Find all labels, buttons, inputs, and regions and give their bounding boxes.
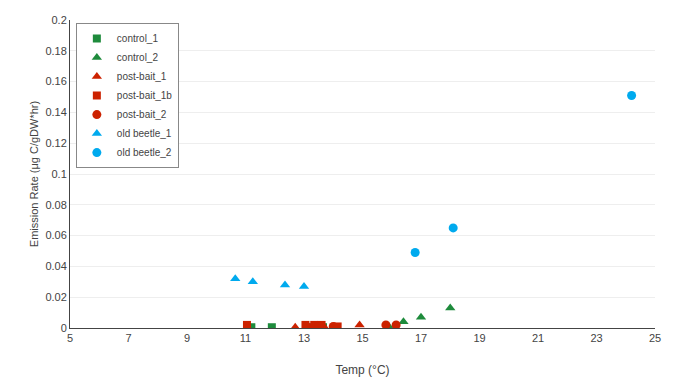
svg-text:0.14: 0.14 [45, 106, 66, 118]
svg-text:post-bait_1: post-bait_1 [117, 71, 167, 82]
svg-text:0.02: 0.02 [45, 291, 66, 303]
svg-text:old beetle_1: old beetle_1 [117, 128, 172, 139]
svg-text:0.06: 0.06 [45, 229, 66, 241]
svg-text:0.18: 0.18 [45, 45, 66, 57]
svg-text:0.12: 0.12 [45, 137, 66, 149]
svg-text:5: 5 [67, 332, 73, 344]
svg-text:old beetle_2: old beetle_2 [117, 147, 172, 158]
svg-text:17: 17 [415, 332, 427, 344]
svg-text:19: 19 [473, 332, 485, 344]
svg-text:9: 9 [184, 332, 190, 344]
svg-text:0.1: 0.1 [52, 168, 67, 180]
svg-text:13: 13 [298, 332, 310, 344]
svg-text:25: 25 [649, 332, 661, 344]
svg-text:11: 11 [240, 332, 251, 344]
svg-text:0.04: 0.04 [45, 260, 66, 272]
svg-text:control_1: control_1 [117, 33, 159, 44]
svg-text:Temp (°C): Temp (°C) [335, 363, 389, 377]
svg-text:15: 15 [356, 332, 368, 344]
svg-text:21: 21 [532, 332, 544, 344]
svg-text:23: 23 [590, 332, 602, 344]
svg-text:post-bait_1b: post-bait_1b [117, 90, 172, 101]
svg-text:7: 7 [125, 332, 131, 344]
svg-text:0.2: 0.2 [52, 14, 67, 26]
svg-text:0.08: 0.08 [45, 199, 66, 211]
svg-text:0.16: 0.16 [45, 75, 66, 87]
svg-text:Emission Rate (μg C/gDW*hr): Emission Rate (μg C/gDW*hr) [28, 101, 40, 247]
svg-text:post-bait_2: post-bait_2 [117, 109, 167, 120]
svg-text:0: 0 [61, 322, 67, 334]
svg-text:control_2: control_2 [117, 52, 159, 63]
